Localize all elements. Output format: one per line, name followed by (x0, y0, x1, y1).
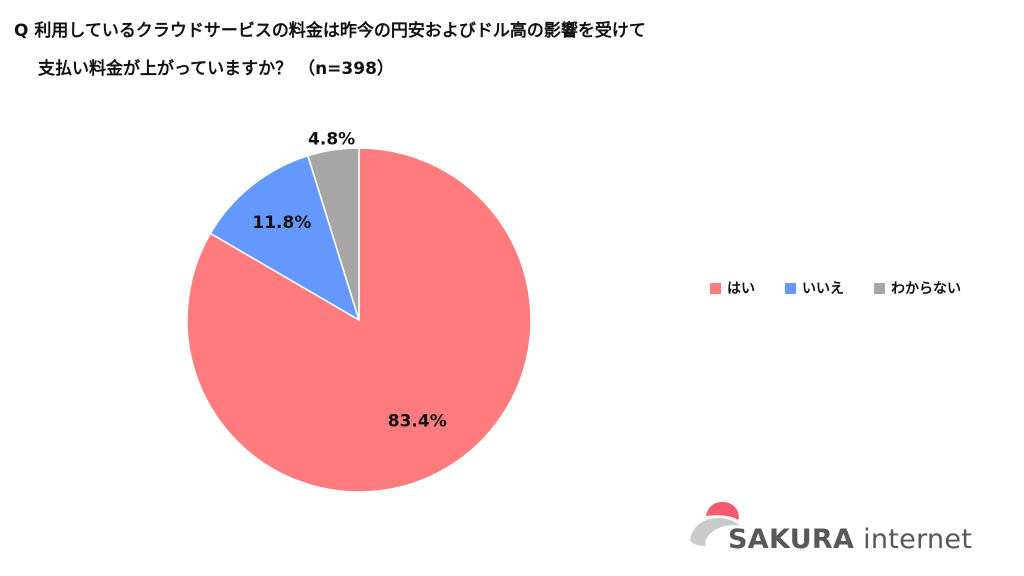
data-label-unknown: 4.8% (308, 130, 355, 150)
data-label-yes: 83.4% (388, 411, 447, 431)
legend-label: いいえ (802, 281, 844, 297)
legend-item-unknown: わからない (874, 278, 961, 298)
slice-unknown (306, 147, 360, 321)
legend-label: わからない (891, 281, 961, 297)
sakura-logo-icon (690, 501, 740, 546)
legend-item-yes: はい (710, 278, 755, 298)
data-label-no: 11.8% (252, 213, 311, 233)
legend-label: はい (727, 281, 755, 297)
legend-swatch (785, 282, 796, 294)
slice-no (209, 154, 361, 322)
question-line-2: 支払い料金が上がっていますか？ （n=398） (38, 59, 394, 79)
logo-brand: SAKURA (728, 524, 855, 555)
question-line-1: Q 利用しているクラウドサービスの料金は昨今の円安およびドル高の影響を受けて (14, 21, 646, 41)
chart-legend: はい いいえ わからない (710, 278, 991, 298)
sakura-internet-logo: SAKURA internet (688, 496, 988, 560)
legend-swatch (874, 282, 885, 294)
logo-wordmark: SAKURA internet (728, 524, 972, 555)
legend-item-no: いいえ (785, 278, 844, 298)
legend-swatch (710, 282, 721, 294)
logo-suffix: internet (854, 524, 973, 555)
